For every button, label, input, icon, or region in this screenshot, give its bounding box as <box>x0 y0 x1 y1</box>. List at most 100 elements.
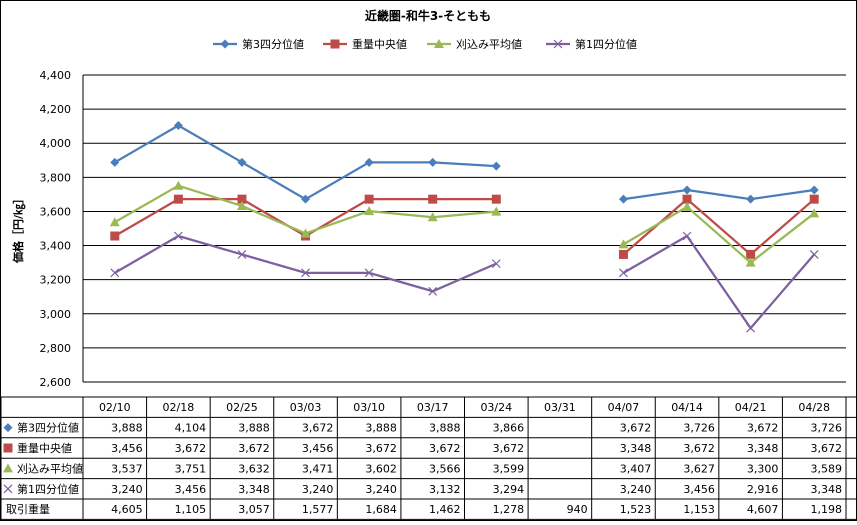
data-label: 1,523 <box>620 503 652 516</box>
data-label: 3,672 <box>683 442 715 455</box>
table-row-label: 刈込み平均値 <box>17 462 83 475</box>
grid <box>82 74 846 383</box>
x-tick-label: 02/10 <box>99 401 131 414</box>
data-label: 3,348 <box>620 442 652 455</box>
legend: 第3四分位値 重量中央値 刈込み平均値 第1四分位値 <box>213 37 637 51</box>
data-point <box>301 194 311 204</box>
y-tick-label: 3,600 <box>40 205 72 218</box>
chart-title: 近畿圏-和牛3-そともも <box>365 8 491 23</box>
marker-stroke <box>809 250 819 259</box>
data-label: 3,057 <box>238 503 270 516</box>
data-label: 3,888 <box>429 422 461 435</box>
data-label: 4,104 <box>175 422 207 435</box>
data-label: 2,916 <box>747 483 779 496</box>
data-point <box>682 231 692 241</box>
marker-stroke <box>364 268 374 278</box>
data-point <box>746 194 756 204</box>
series-line <box>622 205 815 265</box>
data-label: 3,726 <box>683 422 715 435</box>
data-label: 3,672 <box>811 442 843 455</box>
marker-stroke <box>746 323 756 333</box>
plot-area <box>109 120 820 333</box>
y-axis: 2,600 2,800 3,000 3,200 3,400 3,600 3,800 4,000… <box>40 69 72 389</box>
data-label: 4,605 <box>111 503 143 516</box>
data-label: 3,456 <box>111 442 143 455</box>
x-tick-label: 04/21 <box>735 401 767 414</box>
legend-label: 重量中央値 <box>352 37 407 51</box>
data-label: 3,726 <box>811 422 843 435</box>
data-point <box>809 185 819 195</box>
data-point <box>301 268 310 278</box>
data-point <box>428 157 438 167</box>
data-point <box>173 120 183 130</box>
data-point <box>237 157 247 167</box>
table-legend-marker <box>3 484 13 494</box>
data-point <box>364 206 375 216</box>
data-label: 3,632 <box>238 462 270 475</box>
marker-stroke <box>173 231 183 241</box>
data-label: 1,198 <box>811 503 843 516</box>
legend-marker <box>434 39 444 48</box>
legend-label: 第3四分位値 <box>242 37 304 51</box>
marker-stroke <box>491 259 501 269</box>
marker-stroke <box>428 286 438 296</box>
data-label: 3,456 <box>175 483 207 496</box>
data-label: 3,471 <box>302 462 334 475</box>
data-point <box>427 212 438 222</box>
data-point <box>428 286 438 296</box>
data-point <box>682 194 692 204</box>
data-label: 3,240 <box>111 483 143 496</box>
data-label: 3,672 <box>238 442 270 455</box>
y-axis-label: 価格［円/㎏］ <box>11 193 26 264</box>
data-label: 3,672 <box>365 442 397 455</box>
data-label: 3,672 <box>302 422 334 435</box>
data-point <box>428 194 438 204</box>
y-tick-label: 4,200 <box>40 103 72 116</box>
data-label: 1,105 <box>175 503 207 516</box>
table-row-label: 第1四分位値 <box>17 482 79 496</box>
data-label: 3,240 <box>620 483 652 496</box>
data-point <box>746 323 756 333</box>
x-tick-label: 03/31 <box>544 401 576 414</box>
data-point <box>682 185 692 195</box>
y-tick-label: 2,800 <box>40 342 72 355</box>
data-point <box>364 268 374 278</box>
data-label: 3,300 <box>747 462 779 475</box>
data-label: 3,240 <box>365 483 397 496</box>
series-line <box>622 234 816 330</box>
data-label: 1,577 <box>302 503 334 516</box>
legend-label: 刈込み平均値 <box>456 38 522 51</box>
data-point <box>236 200 247 210</box>
series-1 <box>110 120 819 204</box>
table-row-label: 重量中央値 <box>17 441 72 455</box>
legend-marker <box>330 39 340 49</box>
data-label: 3,751 <box>175 462 207 475</box>
data-point <box>491 194 501 204</box>
y-tick-label: 2,600 <box>40 376 72 389</box>
data-label: 3,627 <box>683 462 715 475</box>
data-label: 3,456 <box>302 442 334 455</box>
legend-marker <box>553 39 563 49</box>
data-point <box>809 194 819 204</box>
data-label: 3,888 <box>365 422 397 435</box>
y-tick-label: 3,800 <box>40 171 72 184</box>
data-label: 940 <box>567 503 588 516</box>
data-point <box>491 259 501 269</box>
data-label: 1,462 <box>429 503 461 516</box>
data-label: 3,866 <box>493 422 525 435</box>
data-point <box>809 250 819 259</box>
data-point <box>364 157 374 167</box>
data-label: 3,888 <box>238 422 270 435</box>
data-point <box>173 180 184 190</box>
data-point <box>491 206 502 216</box>
table-row-label: 取引重量 <box>6 502 50 516</box>
data-point <box>618 249 628 259</box>
data-label: 3,348 <box>747 442 779 455</box>
data-point <box>110 231 120 241</box>
data-label: 3,672 <box>747 422 779 435</box>
data-point <box>682 201 693 211</box>
series-line <box>623 188 815 201</box>
y-tick-label: 4,400 <box>40 69 72 82</box>
data-point <box>237 250 247 259</box>
